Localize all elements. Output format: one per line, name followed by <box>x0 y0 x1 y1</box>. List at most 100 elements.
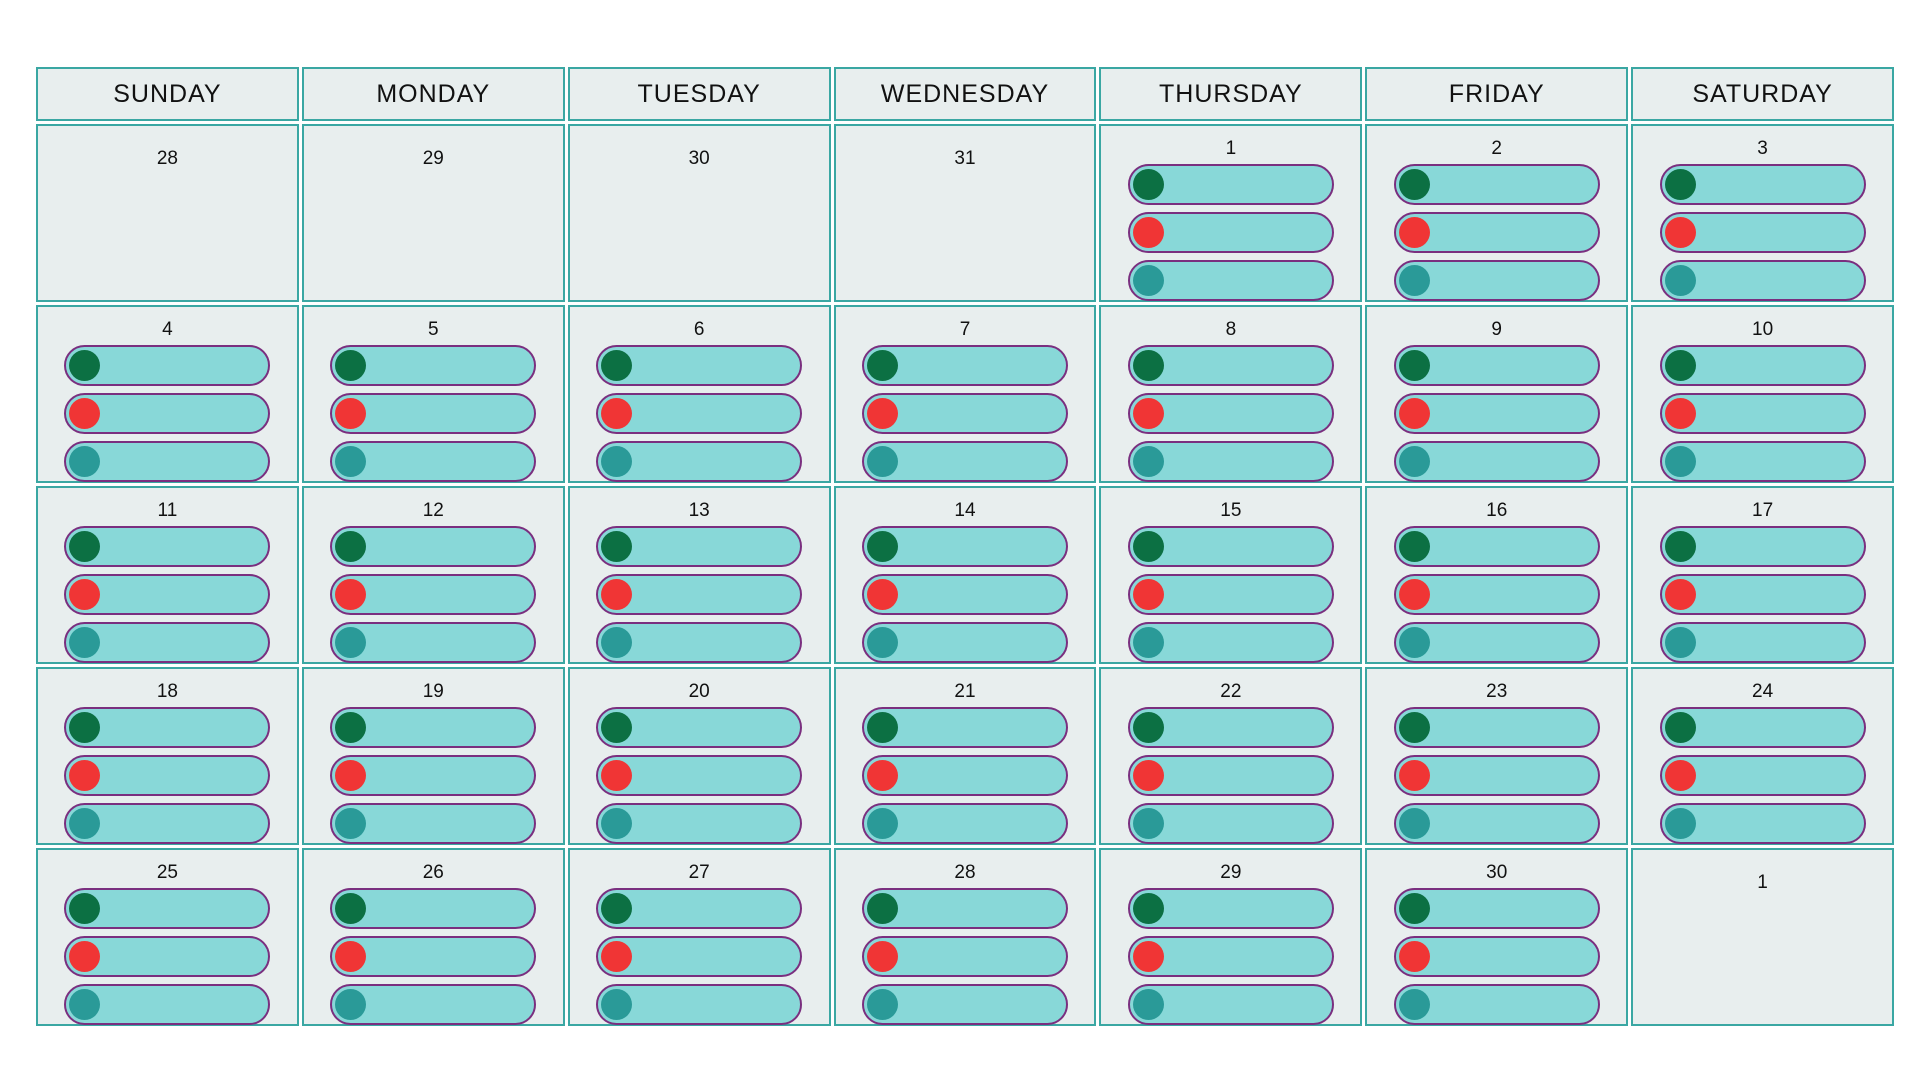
toggle-switch-red[interactable] <box>64 574 271 615</box>
toggle-switch-red[interactable] <box>1393 212 1600 253</box>
day-cell[interactable]: 4 <box>36 305 299 483</box>
toggle-switch-red[interactable] <box>1393 574 1600 615</box>
day-cell[interactable]: 1 <box>1099 124 1363 302</box>
toggle-switch-red[interactable] <box>1127 393 1334 434</box>
toggle-switch-teal[interactable] <box>1659 803 1866 844</box>
toggle-switch-red[interactable] <box>330 393 537 434</box>
toggle-switch-red[interactable] <box>1127 755 1334 796</box>
day-cell[interactable]: 24 <box>1631 667 1894 845</box>
toggle-switch-teal[interactable] <box>1659 622 1866 663</box>
toggle-switch-red[interactable] <box>1127 212 1334 253</box>
day-cell[interactable]: 1 <box>1631 848 1894 1026</box>
toggle-switch-teal[interactable] <box>1659 441 1866 482</box>
toggle-switch-teal[interactable] <box>64 622 271 663</box>
toggle-switch-teal[interactable] <box>1127 441 1334 482</box>
toggle-switch-teal[interactable] <box>861 803 1068 844</box>
toggle-switch-teal[interactable] <box>1393 260 1600 301</box>
toggle-switch-red[interactable] <box>64 393 271 434</box>
toggle-switch-red[interactable] <box>596 755 803 796</box>
day-cell[interactable]: 30 <box>567 124 831 302</box>
toggle-switch-green[interactable] <box>861 888 1068 929</box>
toggle-switch-green[interactable] <box>596 526 803 567</box>
toggle-switch-teal[interactable] <box>330 984 537 1025</box>
day-cell[interactable]: 21 <box>833 667 1097 845</box>
toggle-switch-red[interactable] <box>64 936 271 977</box>
toggle-switch-green[interactable] <box>330 345 537 386</box>
day-cell[interactable]: 20 <box>567 667 831 845</box>
toggle-switch-red[interactable] <box>1659 755 1866 796</box>
toggle-switch-teal[interactable] <box>64 441 271 482</box>
toggle-switch-green[interactable] <box>861 345 1068 386</box>
day-cell[interactable]: 29 <box>1099 848 1363 1026</box>
toggle-switch-green[interactable] <box>1127 526 1334 567</box>
day-cell[interactable]: 23 <box>1365 667 1629 845</box>
toggle-switch-green[interactable] <box>330 707 537 748</box>
toggle-switch-green[interactable] <box>1659 707 1866 748</box>
toggle-switch-green[interactable] <box>1393 888 1600 929</box>
toggle-switch-teal[interactable] <box>1393 441 1600 482</box>
toggle-switch-green[interactable] <box>1659 345 1866 386</box>
toggle-switch-red[interactable] <box>596 574 803 615</box>
day-cell[interactable]: 31 <box>833 124 1097 302</box>
toggle-switch-green[interactable] <box>861 526 1068 567</box>
day-cell[interactable]: 17 <box>1631 486 1894 664</box>
day-cell[interactable]: 11 <box>36 486 299 664</box>
toggle-switch-red[interactable] <box>861 393 1068 434</box>
toggle-switch-teal[interactable] <box>861 984 1068 1025</box>
toggle-switch-green[interactable] <box>596 888 803 929</box>
toggle-switch-red[interactable] <box>861 936 1068 977</box>
day-cell[interactable]: 18 <box>36 667 299 845</box>
toggle-switch-green[interactable] <box>64 345 271 386</box>
toggle-switch-teal[interactable] <box>1393 622 1600 663</box>
toggle-switch-green[interactable] <box>1393 526 1600 567</box>
toggle-switch-red[interactable] <box>1127 936 1334 977</box>
day-cell[interactable]: 25 <box>36 848 299 1026</box>
toggle-switch-green[interactable] <box>1127 164 1334 205</box>
toggle-switch-teal[interactable] <box>861 622 1068 663</box>
toggle-switch-green[interactable] <box>861 707 1068 748</box>
toggle-switch-teal[interactable] <box>596 622 803 663</box>
toggle-switch-red[interactable] <box>1659 393 1866 434</box>
day-cell[interactable]: 5 <box>301 305 565 483</box>
day-cell[interactable]: 19 <box>301 667 565 845</box>
toggle-switch-teal[interactable] <box>1393 803 1600 844</box>
day-cell[interactable]: 8 <box>1099 305 1363 483</box>
toggle-switch-red[interactable] <box>861 574 1068 615</box>
toggle-switch-red[interactable] <box>330 574 537 615</box>
toggle-switch-green[interactable] <box>1127 707 1334 748</box>
day-cell[interactable]: 22 <box>1099 667 1363 845</box>
day-cell[interactable]: 10 <box>1631 305 1894 483</box>
day-cell[interactable]: 12 <box>301 486 565 664</box>
toggle-switch-red[interactable] <box>861 755 1068 796</box>
toggle-switch-teal[interactable] <box>330 622 537 663</box>
toggle-switch-teal[interactable] <box>64 984 271 1025</box>
toggle-switch-green[interactable] <box>64 526 271 567</box>
toggle-switch-green[interactable] <box>1393 345 1600 386</box>
day-cell[interactable]: 26 <box>301 848 565 1026</box>
toggle-switch-green[interactable] <box>1659 164 1866 205</box>
day-cell[interactable]: 27 <box>567 848 831 1026</box>
toggle-switch-teal[interactable] <box>596 441 803 482</box>
toggle-switch-red[interactable] <box>1659 212 1866 253</box>
toggle-switch-teal[interactable] <box>596 803 803 844</box>
toggle-switch-teal[interactable] <box>64 803 271 844</box>
toggle-switch-teal[interactable] <box>1393 984 1600 1025</box>
toggle-switch-teal[interactable] <box>861 441 1068 482</box>
toggle-switch-teal[interactable] <box>330 441 537 482</box>
toggle-switch-green[interactable] <box>596 345 803 386</box>
toggle-switch-teal[interactable] <box>596 984 803 1025</box>
toggle-switch-teal[interactable] <box>1127 622 1334 663</box>
day-cell[interactable]: 15 <box>1099 486 1363 664</box>
day-cell[interactable]: 13 <box>567 486 831 664</box>
day-cell[interactable]: 14 <box>833 486 1097 664</box>
toggle-switch-red[interactable] <box>1127 574 1334 615</box>
day-cell[interactable]: 3 <box>1631 124 1894 302</box>
toggle-switch-red[interactable] <box>330 755 537 796</box>
day-cell[interactable]: 9 <box>1365 305 1629 483</box>
toggle-switch-teal[interactable] <box>1127 803 1334 844</box>
day-cell[interactable]: 6 <box>567 305 831 483</box>
day-cell[interactable]: 28 <box>833 848 1097 1026</box>
toggle-switch-teal[interactable] <box>330 803 537 844</box>
toggle-switch-red[interactable] <box>1393 393 1600 434</box>
day-cell[interactable]: 16 <box>1365 486 1629 664</box>
